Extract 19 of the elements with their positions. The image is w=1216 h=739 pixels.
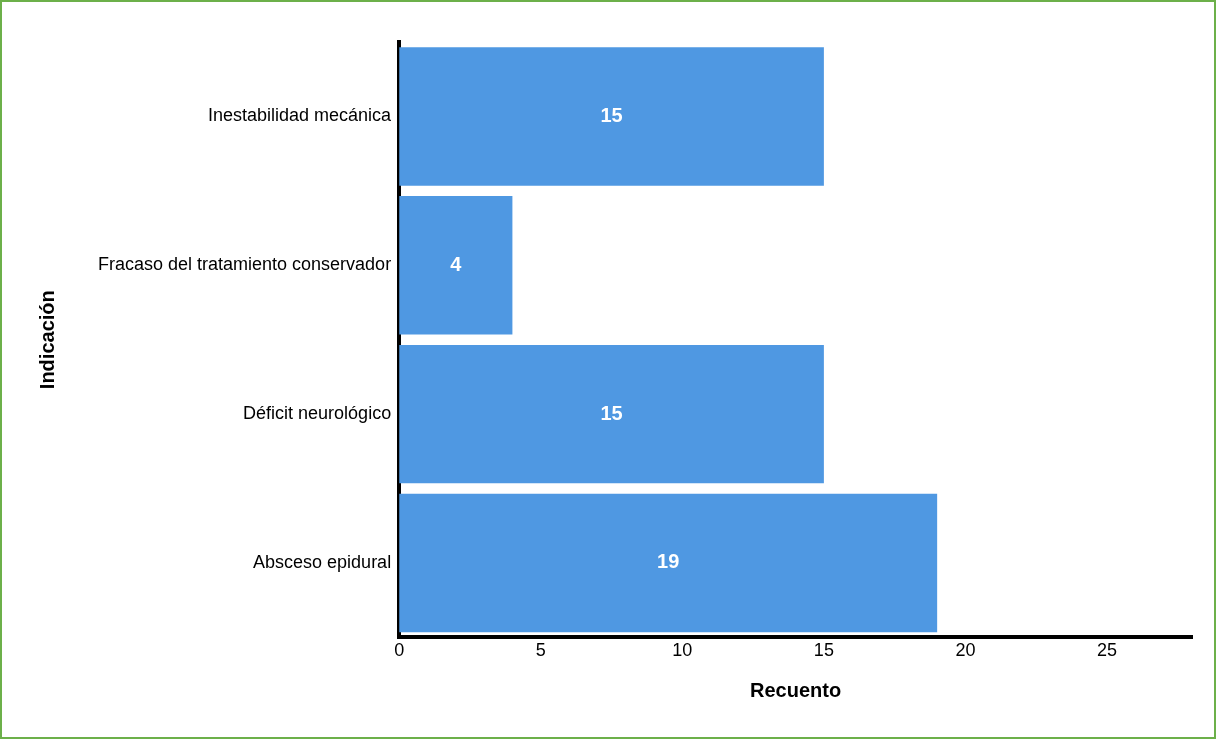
- y-tick-label: Déficit neurológico: [243, 403, 392, 424]
- x-tick-label: 5: [535, 640, 546, 661]
- y-tick-label: Absceso epidural: [253, 551, 392, 572]
- bar: [399, 196, 513, 335]
- y-axis-title: Indicación: [35, 290, 58, 390]
- bar: [399, 344, 824, 484]
- data-label: 4: [450, 252, 463, 275]
- bar: [399, 47, 824, 186]
- x-tick-label: 20: [955, 640, 976, 661]
- y-tick-label: Inestabilidad mecánica: [208, 105, 393, 126]
- x-axis-title: Recuento: [750, 678, 842, 701]
- data-label: 19: [657, 550, 680, 573]
- data-label: 15: [600, 103, 623, 126]
- x-tick-label: 10: [672, 640, 693, 661]
- x-tick-label: 0: [394, 640, 405, 661]
- y-tick-label: Fracaso del tratamiento conservador: [97, 254, 392, 275]
- data-label: 15: [600, 401, 623, 424]
- x-tick-label: 15: [813, 640, 834, 661]
- x-tick-label: 25: [1097, 640, 1118, 661]
